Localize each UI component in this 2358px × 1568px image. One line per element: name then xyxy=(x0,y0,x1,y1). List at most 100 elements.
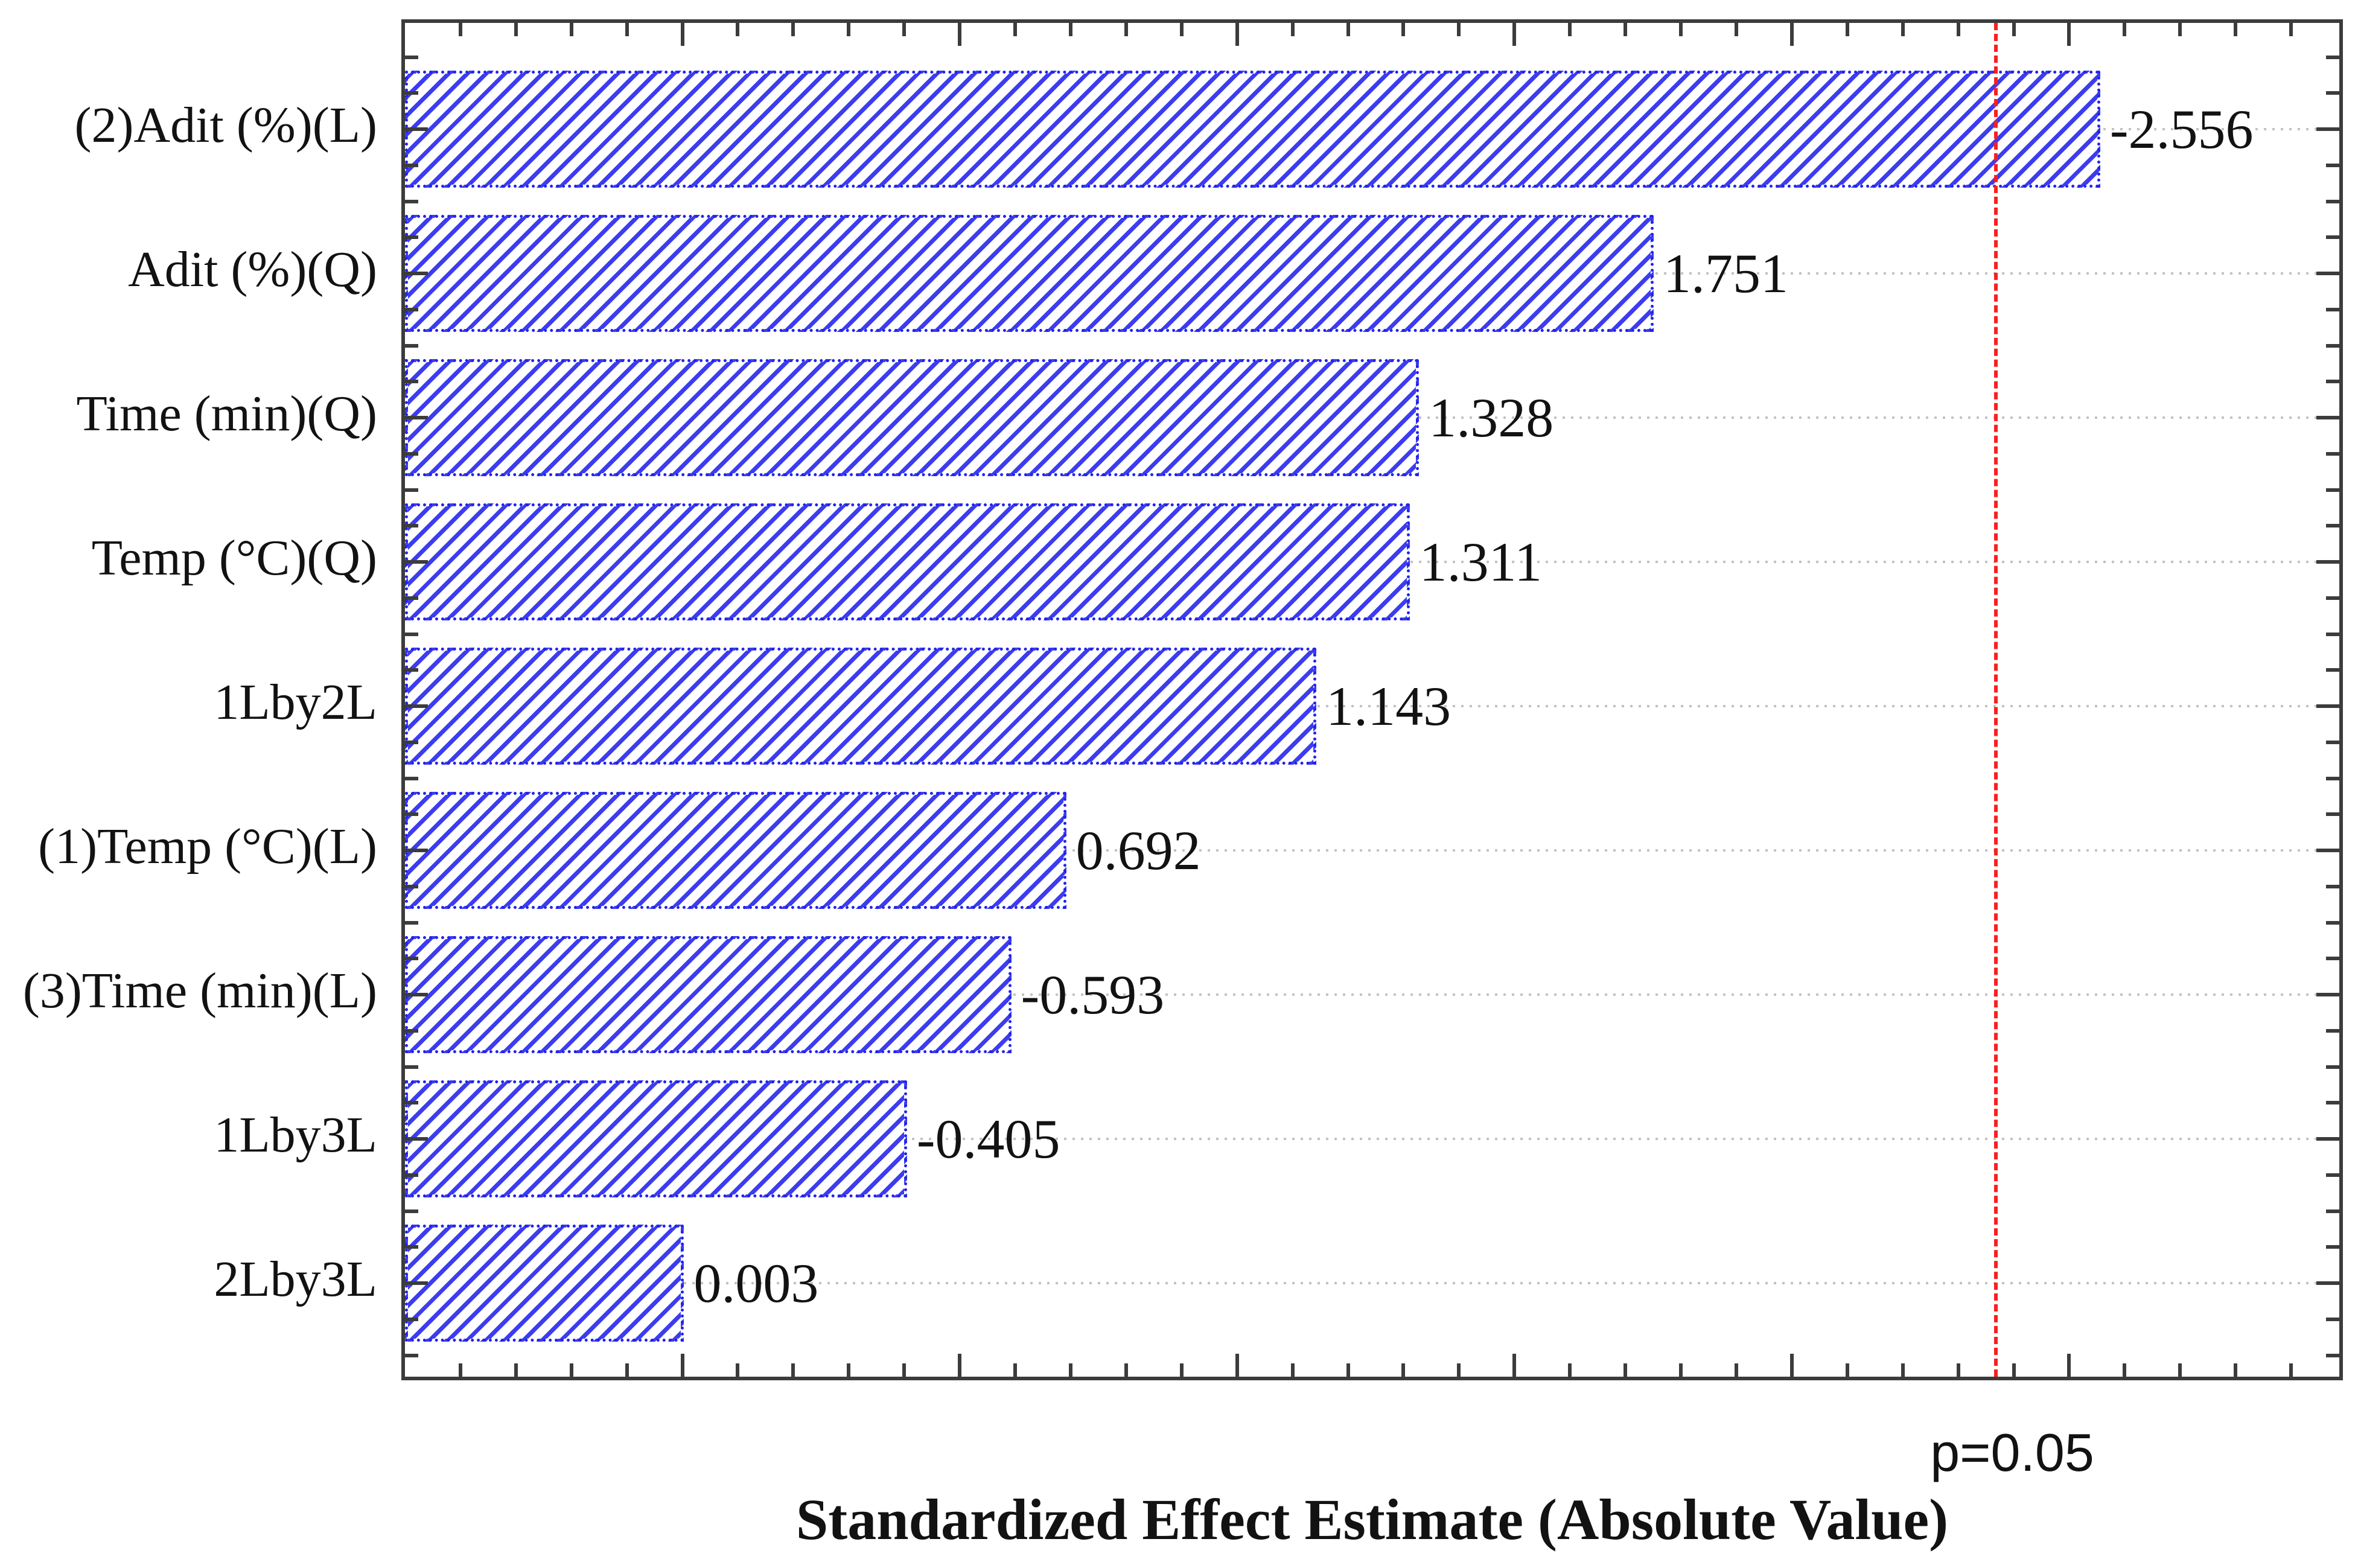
y-tick xyxy=(2326,1317,2339,1321)
y-tick xyxy=(405,740,418,744)
y-tick xyxy=(2316,993,2339,996)
y-tick xyxy=(2326,1028,2339,1033)
x-tick xyxy=(1401,23,1406,36)
gridline xyxy=(405,849,2339,852)
x-tick xyxy=(2067,1354,2071,1377)
y-tick xyxy=(405,1065,418,1069)
bar-1 xyxy=(405,71,2100,188)
x-tick xyxy=(736,1363,740,1377)
y-tick xyxy=(405,776,418,780)
y-tick xyxy=(405,235,418,240)
y-tick xyxy=(2316,272,2339,275)
x-tick xyxy=(1290,23,1295,36)
bar-3 xyxy=(405,359,1420,476)
y-tick xyxy=(405,272,428,275)
y-tick xyxy=(405,1137,428,1141)
category-label: 1Lby2L xyxy=(214,674,377,730)
y-tick xyxy=(2326,235,2339,240)
y-tick xyxy=(405,812,418,817)
y-tick xyxy=(2326,55,2339,59)
y-tick xyxy=(2326,163,2339,167)
y-tick xyxy=(2316,1137,2339,1141)
x-tick xyxy=(1845,1363,1849,1377)
gridline xyxy=(405,993,2339,996)
x-tick xyxy=(2234,1363,2238,1377)
y-tick xyxy=(405,993,428,996)
y-tick xyxy=(2326,1173,2339,1177)
y-tick xyxy=(405,668,418,672)
x-tick xyxy=(1624,23,1628,36)
category-label: 1Lby3L xyxy=(214,1107,377,1163)
x-tick xyxy=(1124,23,1128,36)
category-label: Temp (°C)(Q) xyxy=(91,530,377,586)
y-tick xyxy=(2326,488,2339,492)
y-tick xyxy=(2326,1209,2339,1213)
x-tick xyxy=(1734,1363,1738,1377)
y-tick xyxy=(405,1028,418,1033)
y-tick xyxy=(405,849,428,852)
y-tick xyxy=(2326,1245,2339,1249)
x-tick xyxy=(569,1363,573,1377)
x-tick xyxy=(1845,23,1849,36)
gridline xyxy=(405,1138,2339,1140)
bar-value-label: -0.405 xyxy=(916,1108,1060,1170)
x-tick xyxy=(958,23,962,46)
bar-2 xyxy=(405,215,1654,332)
y-tick xyxy=(2326,884,2339,888)
x-tick xyxy=(1734,23,1738,36)
plot-area: -2.556 1.751 1.328 1.311 1.143 0.692 -0.593 -0.… xyxy=(401,19,2343,1380)
y-tick xyxy=(405,451,418,456)
x-tick xyxy=(1013,1363,1018,1377)
x-tick xyxy=(1457,1363,1461,1377)
x-tick xyxy=(902,23,907,36)
y-tick xyxy=(405,199,418,203)
x-tick xyxy=(2289,1363,2293,1377)
y-tick xyxy=(405,1353,418,1357)
x-tick xyxy=(847,23,851,36)
y-tick xyxy=(405,307,418,311)
x-tick xyxy=(2178,23,2182,36)
x-tick xyxy=(1789,23,1794,46)
x-tick xyxy=(680,1354,684,1377)
x-tick xyxy=(958,1354,962,1377)
y-tick xyxy=(2326,307,2339,311)
gridline xyxy=(405,705,2339,707)
y-tick xyxy=(2316,416,2339,419)
y-tick xyxy=(2326,451,2339,456)
significance-threshold-line xyxy=(1994,23,1998,1377)
x-tick xyxy=(1290,1363,1295,1377)
y-tick xyxy=(405,560,428,564)
y-tick xyxy=(2326,668,2339,672)
y-tick xyxy=(405,416,428,419)
x-tick xyxy=(514,23,518,36)
bar-value-label: 1.751 xyxy=(1663,243,1788,304)
x-tick xyxy=(1679,1363,1683,1377)
x-tick xyxy=(1068,1363,1072,1377)
x-axis-title: Standardized Effect Estimate (Absolute V… xyxy=(795,1487,1949,1552)
x-tick xyxy=(1457,23,1461,36)
y-tick xyxy=(2326,380,2339,384)
x-tick xyxy=(1235,1354,1239,1377)
x-tick xyxy=(1512,23,1517,46)
y-tick xyxy=(405,632,418,636)
x-tick xyxy=(1956,23,1960,36)
y-tick xyxy=(405,1281,428,1285)
bar-8 xyxy=(405,1080,907,1197)
x-tick xyxy=(1679,23,1683,36)
bar-4 xyxy=(405,503,1410,620)
x-tick xyxy=(2123,1363,2127,1377)
y-tick xyxy=(2316,704,2339,708)
bar-value-label: 0.692 xyxy=(1075,820,1201,881)
y-tick xyxy=(405,884,418,888)
category-label: (1)Temp (°C)(L) xyxy=(38,818,377,875)
x-tick xyxy=(2067,23,2071,46)
y-tick xyxy=(2316,1281,2339,1285)
x-tick xyxy=(2012,23,2016,36)
y-tick xyxy=(2326,91,2339,95)
y-tick xyxy=(405,1317,418,1321)
x-tick xyxy=(1956,1363,1960,1377)
category-label: (2)Adit (%)(L) xyxy=(74,97,377,153)
bar-value-label: 1.328 xyxy=(1429,387,1554,448)
y-tick xyxy=(405,1209,418,1213)
